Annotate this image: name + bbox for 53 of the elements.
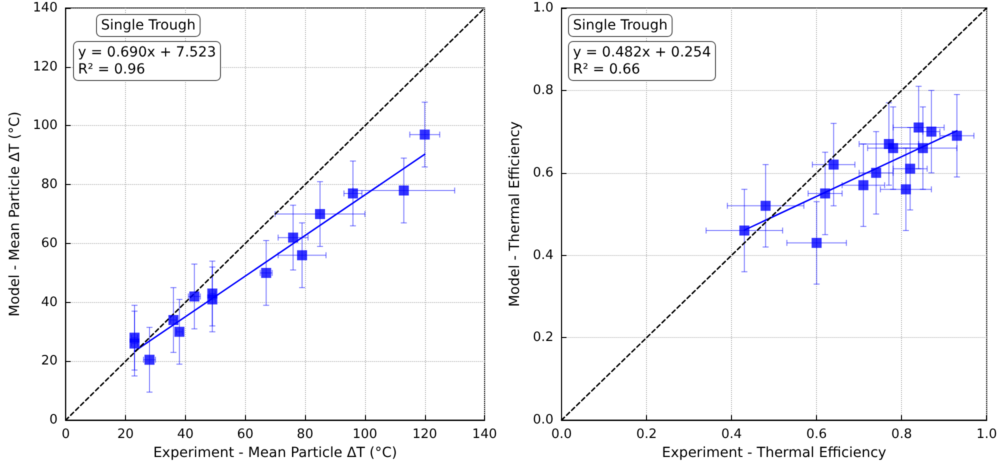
point: [905, 164, 916, 174]
x-tick-label: 1.0: [976, 427, 998, 442]
x-tick-label: 80: [296, 427, 314, 442]
annotation: y = 0.482x + 0.254 R² = 0.66: [573, 44, 712, 78]
point: [828, 160, 839, 170]
x-tick-label: 60: [236, 427, 254, 442]
y-tick-label: 80: [41, 177, 58, 192]
x-tick-label: 0.0: [551, 427, 572, 442]
y-tick-label: 1.0: [532, 0, 554, 16]
y-tick-label: 0.8: [532, 82, 554, 98]
y-tick-label: 40: [41, 294, 58, 310]
point: [297, 250, 308, 260]
y-tick-label: 0.6: [532, 165, 554, 180]
y-tick-label: 0.0: [532, 412, 554, 428]
point: [288, 232, 298, 243]
y-axis-title: Model - Thermal Efficiency: [507, 121, 523, 307]
y-tick-label: 0.4: [532, 248, 554, 263]
point: [914, 122, 924, 133]
x-tick-label: 0.2: [636, 427, 657, 442]
x-tick-label: 40: [177, 427, 194, 442]
point: [739, 226, 750, 236]
y-tick-label: 20: [41, 354, 58, 369]
point: [315, 209, 326, 220]
x-tick-label: 0.4: [721, 427, 742, 442]
point: [858, 180, 868, 190]
point: [900, 184, 911, 194]
x-tick-label: 100: [352, 427, 378, 442]
x-tick-label: 20: [117, 427, 134, 442]
x-tick-label: 0: [62, 427, 70, 442]
y-tick-label: 60: [41, 236, 58, 251]
x-tick-label: 120: [412, 427, 438, 442]
y-tick-label: 140: [32, 0, 58, 16]
annotation: y = 0.690x + 7.523 R² = 0.96: [78, 44, 216, 78]
x-tick-label: 0.6: [806, 427, 827, 442]
point: [926, 126, 936, 137]
x-tick-label: 0.8: [891, 427, 912, 442]
annotation: Single Trough: [101, 18, 196, 34]
y-tick-label: 120: [32, 59, 58, 74]
point: [952, 130, 962, 141]
x-tick-label: 140: [472, 427, 498, 442]
point: [820, 188, 830, 198]
y-tick-label: 100: [32, 118, 58, 134]
point: [812, 238, 822, 248]
point: [420, 130, 430, 140]
y-tick-label: 0: [49, 412, 58, 428]
point: [760, 200, 771, 211]
point: [398, 186, 409, 196]
annotation: Single Trough: [573, 18, 668, 34]
y-tick-label: 0.2: [532, 330, 554, 346]
y-axis-title: Model - Mean Particle ΔT (°C): [7, 112, 23, 317]
x-axis-title: Experiment - Mean Particle ΔT (°C): [153, 445, 398, 461]
point: [871, 168, 882, 178]
x-axis-title: Experiment - Thermal Efficiency: [662, 445, 886, 461]
